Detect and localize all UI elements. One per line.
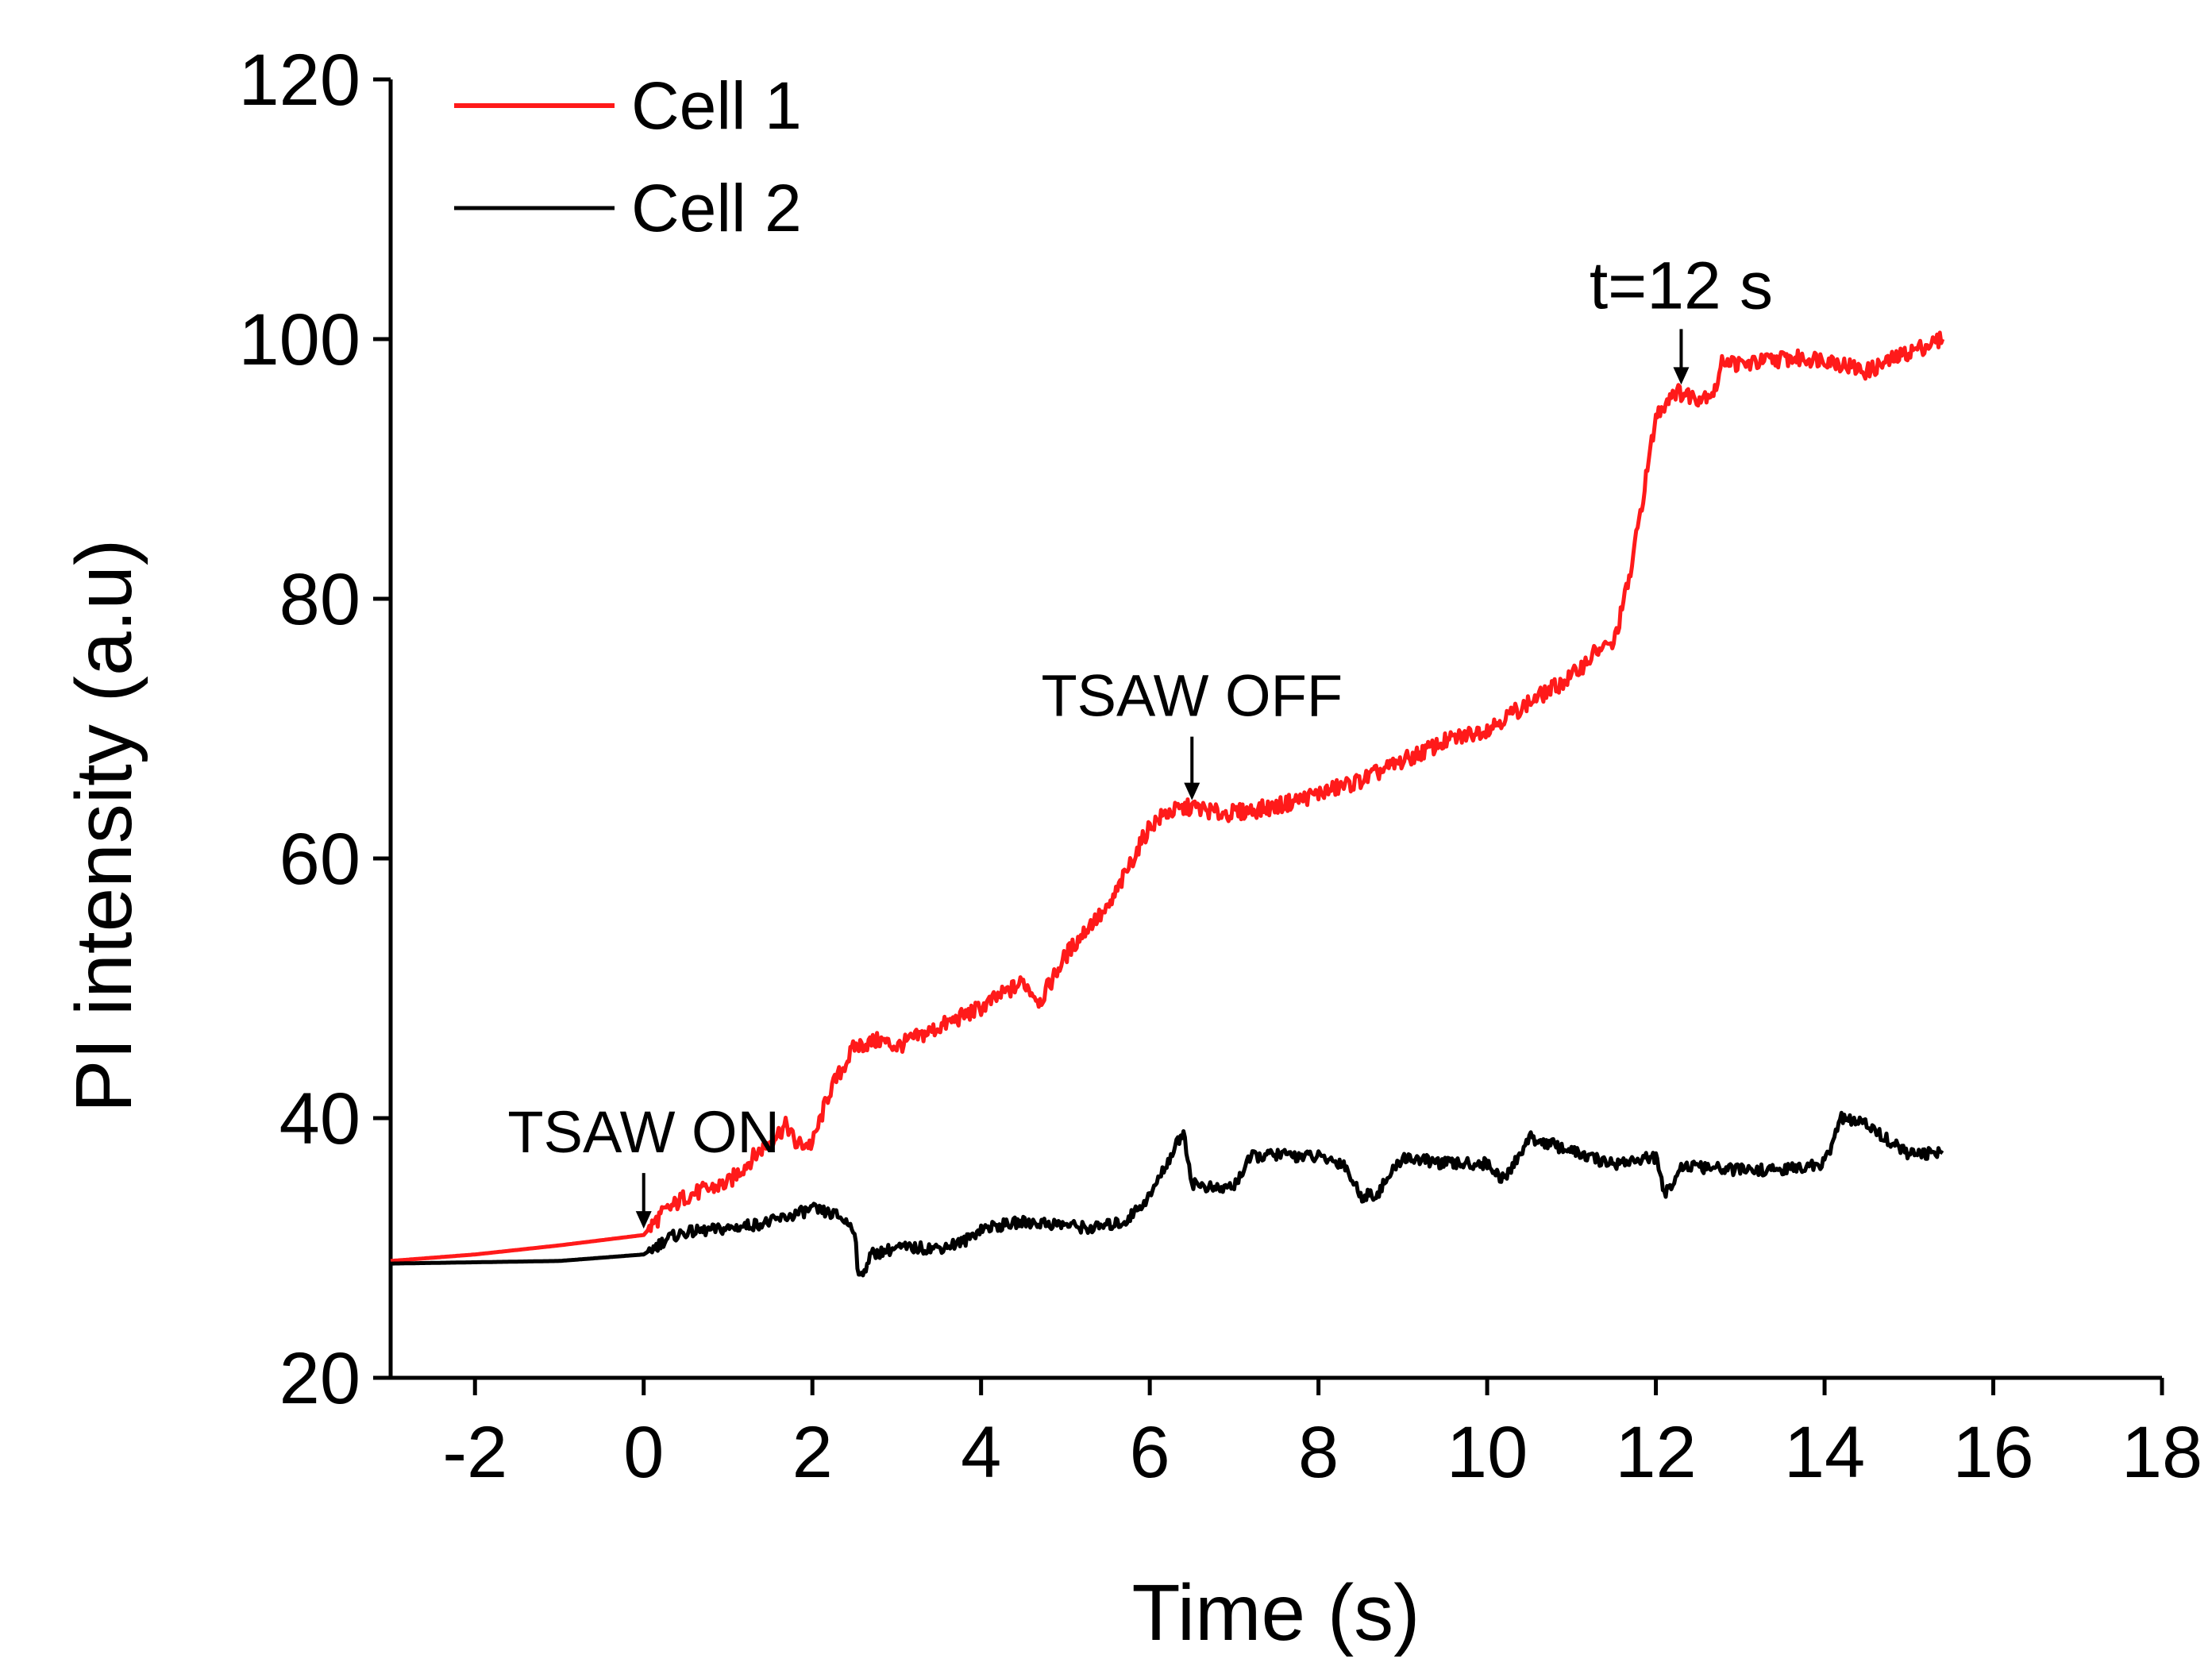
x-ticks: -2 0 2 4 6 8 10 12 14 16 18 bbox=[442, 1378, 2202, 1493]
y-tick-label: 120 bbox=[239, 40, 361, 121]
x-tick-label: 10 bbox=[1447, 1412, 1528, 1493]
x-tick-label: 2 bbox=[792, 1412, 833, 1493]
legend-label-cell-2: Cell 2 bbox=[631, 171, 802, 245]
x-tick-label: 14 bbox=[1784, 1412, 1865, 1493]
x-tick-label: 6 bbox=[1130, 1412, 1170, 1493]
series-line-cell-1 bbox=[390, 330, 1945, 1263]
x-tick-label: -2 bbox=[442, 1412, 507, 1493]
annotation-arrow-head bbox=[1673, 367, 1690, 385]
x-tick-label: 18 bbox=[2121, 1412, 2202, 1493]
legend: Cell 1 Cell 2 bbox=[454, 68, 802, 245]
axes: -2 0 2 4 6 8 10 12 14 16 18 20 40 60 80 100 120 bbox=[239, 40, 2203, 1493]
annotation-label: TSAW OFF bbox=[1041, 663, 1343, 729]
x-tick-label: 8 bbox=[1298, 1412, 1339, 1493]
y-axis-title: PI intensity (a.u) bbox=[60, 539, 148, 1113]
annotation-label: t=12 s bbox=[1590, 248, 1773, 322]
y-tick-label: 80 bbox=[279, 559, 360, 640]
legend-label-cell-1: Cell 1 bbox=[631, 68, 802, 143]
x-tick-label: 4 bbox=[961, 1412, 1001, 1493]
annotation-label: TSAW ON bbox=[507, 1099, 780, 1165]
x-axis-title: Time (s) bbox=[1132, 1568, 1420, 1657]
series-layer bbox=[390, 330, 1945, 1278]
annotations: TSAW ON TSAW OFF t=12 s bbox=[507, 248, 1773, 1229]
annotation-arrow-head bbox=[635, 1211, 652, 1229]
x-tick-label: 0 bbox=[623, 1412, 664, 1493]
x-tick-label: 16 bbox=[1952, 1412, 2033, 1493]
y-tick-label: 20 bbox=[279, 1338, 360, 1419]
y-tick-label: 40 bbox=[279, 1078, 360, 1159]
y-ticks: 20 40 60 80 100 120 bbox=[239, 40, 391, 1419]
annotation-arrow-head bbox=[1184, 782, 1200, 800]
x-tick-label: 12 bbox=[1615, 1412, 1696, 1493]
y-tick-label: 60 bbox=[279, 819, 360, 900]
series-line-cell-2 bbox=[390, 1110, 1944, 1278]
y-tick-label: 100 bbox=[239, 299, 361, 380]
